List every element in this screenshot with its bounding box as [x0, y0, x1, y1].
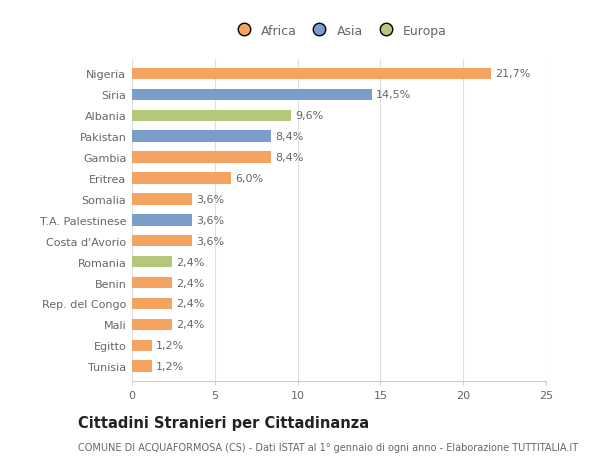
Text: 21,7%: 21,7% [496, 69, 531, 79]
Bar [132, 361, 152, 372]
Bar [132, 173, 232, 185]
Text: 1,2%: 1,2% [156, 361, 184, 371]
Bar [132, 90, 372, 101]
Text: 14,5%: 14,5% [376, 90, 412, 100]
Bar [132, 340, 152, 351]
Bar [132, 110, 291, 122]
Bar [132, 235, 191, 247]
Text: 2,4%: 2,4% [176, 257, 204, 267]
Bar [132, 131, 271, 143]
Bar [132, 319, 172, 330]
Text: Cittadini Stranieri per Cittadinanza: Cittadini Stranieri per Cittadinanza [78, 415, 369, 431]
Text: COMUNE DI ACQUAFORMOSA (CS) - Dati ISTAT al 1° gennaio di ogni anno - Elaborazio: COMUNE DI ACQUAFORMOSA (CS) - Dati ISTAT… [78, 442, 578, 452]
Text: 2,4%: 2,4% [176, 299, 204, 309]
Text: 3,6%: 3,6% [196, 195, 224, 204]
Bar [132, 214, 191, 226]
Bar [132, 68, 491, 80]
Text: 2,4%: 2,4% [176, 319, 204, 330]
Bar [132, 256, 172, 268]
Text: 8,4%: 8,4% [275, 132, 304, 142]
Legend: Africa, Asia, Europa: Africa, Asia, Europa [227, 21, 451, 41]
Text: 3,6%: 3,6% [196, 215, 224, 225]
Bar [132, 277, 172, 289]
Text: 6,0%: 6,0% [235, 174, 263, 184]
Text: 9,6%: 9,6% [295, 111, 323, 121]
Bar [132, 152, 271, 163]
Bar [132, 298, 172, 309]
Text: 1,2%: 1,2% [156, 341, 184, 351]
Bar [132, 194, 191, 205]
Text: 8,4%: 8,4% [275, 153, 304, 163]
Text: 2,4%: 2,4% [176, 278, 204, 288]
Text: 3,6%: 3,6% [196, 236, 224, 246]
